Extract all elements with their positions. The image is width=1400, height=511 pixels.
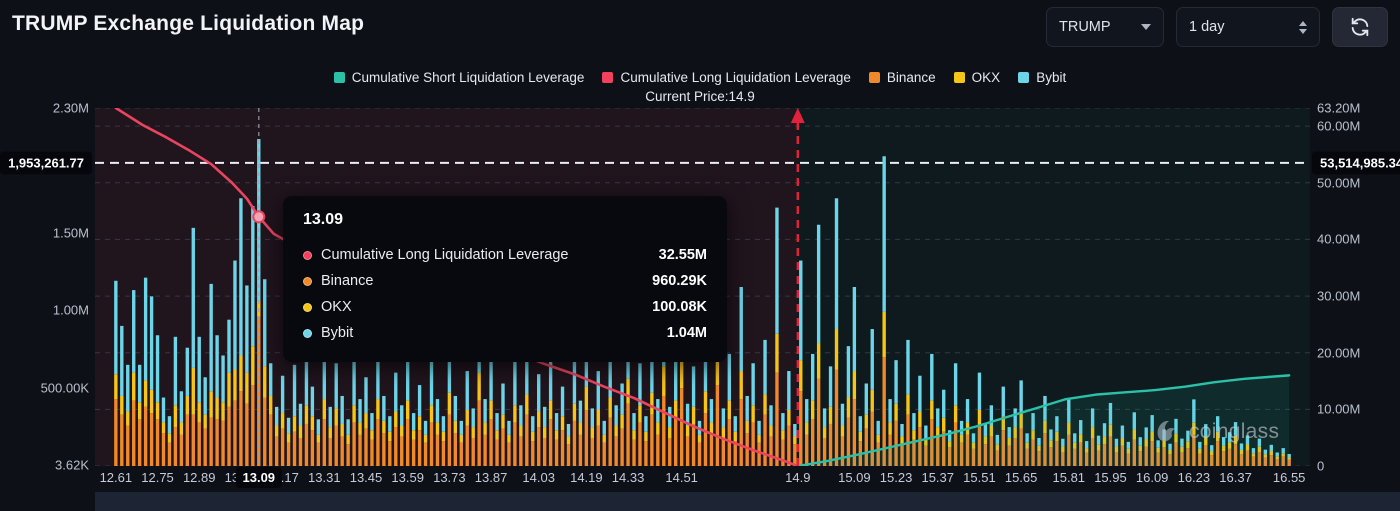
left-axis-tick: 1.50M: [52, 225, 89, 241]
symbol-select[interactable]: TRUMP: [1046, 7, 1164, 47]
x-axis-tick-highlighted: 13.09: [235, 467, 283, 488]
x-axis-tick: 15.23: [879, 470, 913, 485]
legend-item-cumulative-short[interactable]: Cumulative Short Liquidation Leverage: [333, 70, 585, 85]
watermark: coinglass: [1152, 418, 1279, 446]
x-axis-tick: 14.9: [785, 470, 811, 485]
left-axis-tick: 2.30M: [52, 100, 89, 116]
tooltip-label-okx: OKX: [321, 299, 352, 315]
x-axis-tick: 13.87: [474, 470, 508, 485]
right-axis-tick: 60.00M: [1317, 118, 1361, 134]
tooltip-dot-cumulative-long: [303, 250, 312, 260]
x-axis-tick: 13.45: [349, 470, 383, 485]
x-axis-tick: 12.61: [99, 470, 133, 485]
x-axis-tick: 14.19: [570, 470, 603, 485]
legend-item-okx[interactable]: OKX: [953, 70, 1001, 85]
stepper-updown-icon[interactable]: [1299, 20, 1307, 34]
tooltip-row-okx: OKX 100.08K: [303, 294, 707, 320]
tooltip-value-bybit: 1.04M: [666, 325, 707, 341]
chevron-down-icon: [1141, 24, 1151, 30]
tooltip-label-binance: Binance: [321, 273, 374, 289]
legend-label-bybit: Bybit: [1036, 70, 1067, 85]
right-axis-tick: 20.00M: [1317, 345, 1361, 361]
tooltip-row-bybit: Bybit 1.04M: [303, 320, 707, 346]
x-axis: 12.6112.7512.8913.0313.0913.1713.3113.45…: [95, 467, 1310, 492]
legend-swatch-cumulative-short: [333, 72, 345, 83]
left-axis-tick: 500.00K: [40, 380, 89, 396]
watermark-text: coinglass: [1189, 420, 1280, 443]
x-axis-tick: 15.37: [921, 470, 955, 485]
legend-label-okx: OKX: [971, 70, 1001, 85]
legend-label-cumulative-short: Cumulative Short Liquidation Leverage: [351, 70, 585, 85]
right-value-badge: 53,514,985.34: [1312, 151, 1400, 175]
x-axis-tick: 13.73: [433, 470, 466, 485]
page-header: TRUMP Exchange Liquidation Map TRUMP 1 d…: [0, 0, 1400, 56]
tooltip-dot-bybit: [303, 328, 312, 338]
tooltip-label-cumulative-long: Cumulative Long Liquidation Leverage: [321, 247, 569, 263]
refresh-button[interactable]: [1332, 7, 1388, 47]
tooltip-dot-binance: [303, 276, 312, 286]
timerange-value: 1 day: [1189, 19, 1225, 35]
page-title: TRUMP Exchange Liquidation Map: [12, 12, 365, 35]
horizontal-scrollbar[interactable]: [95, 492, 1400, 511]
scrollbar-thumb[interactable]: [95, 492, 1400, 511]
x-axis-tick: 15.09: [838, 470, 871, 485]
legend-label-cumulative-long: Cumulative Long Liquidation Leverage: [620, 70, 851, 85]
tooltip-title: 13.09: [303, 211, 344, 228]
legend-swatch-cumulative-long: [602, 72, 614, 83]
x-axis-tick: 16.37: [1219, 470, 1252, 485]
tooltip-value-okx: 100.08K: [652, 299, 707, 315]
tooltip-value-cumulative-long: 32.55M: [658, 247, 707, 263]
left-axis-tick: 3.62K: [55, 457, 89, 473]
x-axis-tick: 13.59: [391, 470, 424, 485]
x-axis-tick: 15.95: [1094, 470, 1127, 485]
legend-item-bybit[interactable]: Bybit: [1018, 70, 1066, 85]
legend-swatch-bybit: [1018, 72, 1030, 83]
x-axis-tick: 16.23: [1177, 470, 1211, 485]
tooltip-label-bybit: Bybit: [321, 325, 354, 341]
x-axis-tick: 16.55: [1272, 470, 1306, 485]
left-value-badge: 1,953,261.77: [0, 151, 92, 175]
right-y-axis: 63.20M 60.00M 50.00M 40.00M 30.00M 20.00M 10.0…: [1314, 101, 1400, 474]
current-price-label: Current Price:14.9: [645, 89, 755, 104]
right-axis-tick: 40.00M: [1317, 231, 1361, 247]
x-axis-tick: 13.31: [308, 470, 341, 485]
x-axis-tick: 12.75: [141, 470, 174, 485]
x-axis-tick: 15.65: [1004, 470, 1038, 485]
tooltip-dot-okx: [303, 302, 312, 312]
tooltip-row-binance: Binance 960.29K: [303, 268, 707, 294]
left-axis-tick: 1.00M: [52, 302, 89, 318]
right-axis-tick: 10.00M: [1317, 401, 1361, 417]
refresh-icon: [1351, 17, 1369, 37]
chart-legend: Cumulative Short Liquidation Leverage Cu…: [0, 70, 1400, 85]
header-controls: TRUMP 1 day: [1046, 7, 1388, 47]
left-y-axis: 2.30M 1.50M 1.00M 500.00K 3.62K: [0, 101, 92, 473]
legend-swatch-okx: [953, 72, 965, 83]
x-axis-tick: 14.51: [665, 470, 698, 485]
x-axis-tick: 16.09: [1135, 470, 1169, 485]
right-axis-tick: 50.00M: [1317, 175, 1361, 191]
x-axis-tick: 14.03: [522, 470, 555, 485]
x-axis-tick: 15.81: [1052, 470, 1086, 485]
chart-tooltip: 13.09 Cumulative Long Liquidation Levera…: [283, 196, 727, 362]
legend-item-binance[interactable]: Binance: [868, 70, 936, 85]
legend-item-cumulative-long[interactable]: Cumulative Long Liquidation Leverage: [602, 70, 851, 85]
symbol-select-value: TRUMP: [1059, 19, 1111, 35]
x-axis-tick: 14.33: [611, 470, 645, 485]
timerange-stepper[interactable]: 1 day: [1176, 7, 1320, 47]
right-axis-tick: 63.20M: [1317, 100, 1361, 116]
tooltip-row-cumulative-long: Cumulative Long Liquidation Leverage 32.…: [303, 242, 707, 268]
tooltip-value-binance: 960.29K: [652, 273, 707, 289]
legend-swatch-binance: [868, 72, 880, 83]
legend-label-binance: Binance: [886, 70, 936, 85]
coinglass-logo-icon: [1157, 420, 1175, 442]
right-axis-tick: 0: [1317, 458, 1325, 474]
x-axis-tick: 12.89: [182, 470, 216, 485]
x-axis-tick: 15.51: [963, 470, 996, 485]
right-axis-tick: 30.00M: [1317, 288, 1361, 304]
